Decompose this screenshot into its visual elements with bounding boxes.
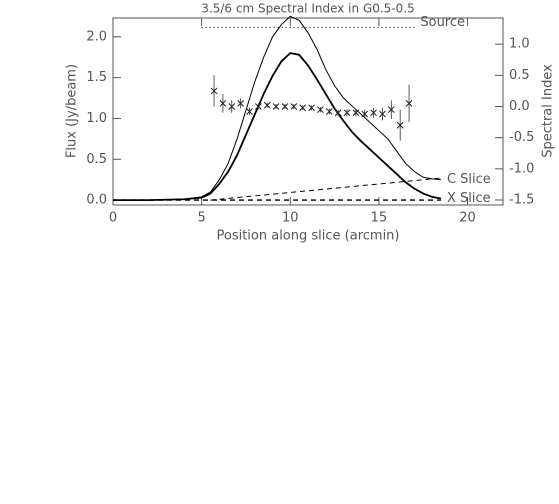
y2-tick-label: 0.5 xyxy=(509,68,530,83)
y-tick-label: 0.0 xyxy=(86,193,107,208)
data-point xyxy=(246,108,253,115)
data-point xyxy=(396,121,404,129)
y-tick-label: 2.0 xyxy=(86,29,107,44)
plot-frame xyxy=(112,17,504,206)
series-line xyxy=(113,15,442,201)
y-tick-label: 1.0 xyxy=(86,111,107,126)
data-point xyxy=(290,103,298,110)
x-tick-label: 15 xyxy=(371,211,388,226)
data-point xyxy=(237,100,244,107)
y2-tick-label: -1.0 xyxy=(509,161,534,176)
x-tick-label: 10 xyxy=(282,211,299,226)
y-axis-label: Flux (Jy/beam) xyxy=(65,64,80,158)
data-point xyxy=(281,103,289,110)
x-tick-label: 20 xyxy=(459,211,476,226)
data-point xyxy=(219,100,227,107)
x-axis-label: Position along slice (arcmin) xyxy=(216,229,399,244)
series-label: Source xyxy=(420,15,465,30)
y-tick-label: 0.5 xyxy=(86,152,107,167)
data-point xyxy=(361,110,369,118)
data-point xyxy=(370,109,377,117)
y2-axis-label: Spectral Index xyxy=(541,64,556,158)
y2-tick-label: -0.5 xyxy=(509,130,534,145)
data-point xyxy=(263,101,271,109)
data-point xyxy=(387,106,395,113)
series-label: X Slice xyxy=(447,191,491,206)
data-point xyxy=(405,100,413,107)
chart-title: 3.5/6 cm Spectral Index in G0.5-0.5 xyxy=(201,2,414,16)
data-point xyxy=(379,110,386,118)
data-point xyxy=(317,106,324,113)
data-point xyxy=(352,109,360,117)
y2-tick-label: 0.0 xyxy=(509,99,530,114)
series-line xyxy=(113,52,442,201)
x-tick-label: 0 xyxy=(109,211,117,226)
series-label: C Slice xyxy=(447,172,491,187)
data-point xyxy=(343,109,351,117)
data-point xyxy=(334,109,342,117)
data-point xyxy=(228,103,236,110)
y2-tick-label: 1.0 xyxy=(509,37,530,52)
data-point xyxy=(210,87,218,95)
x-tick-label: 5 xyxy=(197,211,205,226)
y-tick-label: 1.5 xyxy=(86,70,107,85)
data-point xyxy=(325,108,333,115)
series-line xyxy=(210,177,442,201)
data-point xyxy=(255,103,262,110)
data-point xyxy=(272,103,280,110)
y2-tick-label: -1.5 xyxy=(509,193,534,208)
data-point xyxy=(299,104,307,112)
data-point xyxy=(308,104,315,112)
